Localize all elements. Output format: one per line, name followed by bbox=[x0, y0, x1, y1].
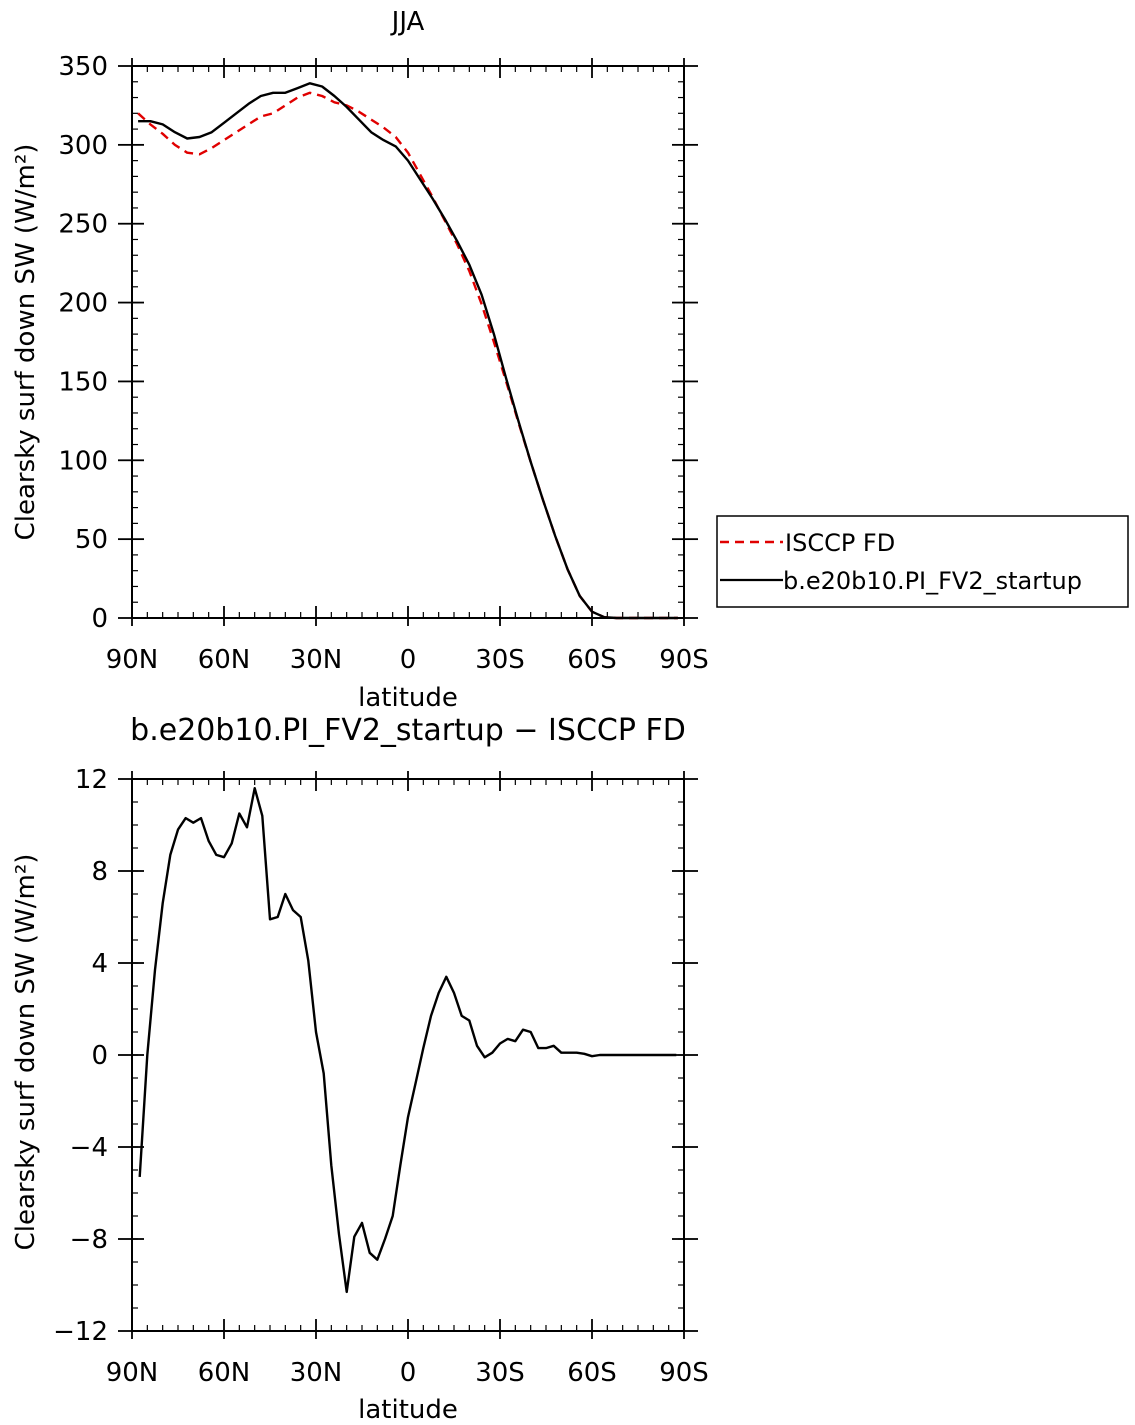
bottom-y-tick-label: −12 bbox=[53, 1317, 108, 1347]
top-chart-x-axis-label: latitude bbox=[358, 683, 458, 713]
bottom-x-tick-label: 0 bbox=[400, 1358, 417, 1388]
bottom-x-tick-label: 60N bbox=[198, 1358, 251, 1388]
bottom-chart-title: b.e20b10.PI_FV2_startup − ISCCP FD bbox=[130, 713, 686, 748]
bottom-chart: b.e20b10.PI_FV2_startup − ISCCP FD 90N 60… bbox=[11, 713, 709, 1425]
bottom-series-line-0 bbox=[138, 787, 677, 1294]
top-x-tick-label: 60N bbox=[198, 645, 251, 675]
top-chart-y-axis-label: Clearsky surf down SW (W/m²) bbox=[11, 144, 41, 541]
top-x-tick-label: 90S bbox=[659, 645, 709, 675]
bottom-chart-plot-area: 90N 60N 30N 0 30S 60S 90S −12 −8 −4 0 4 8 12 bbox=[53, 765, 709, 1388]
top-y-tick-label: 250 bbox=[58, 210, 108, 240]
top-y-tick-label: 200 bbox=[58, 289, 108, 319]
bottom-plot-frame bbox=[131, 778, 685, 1332]
top-y-tick-label: 350 bbox=[58, 52, 108, 82]
legend-box bbox=[716, 515, 1129, 608]
top-x-tick-label: 30N bbox=[290, 645, 343, 675]
legend-label-model: b.e20b10.PI_FV2_startup bbox=[783, 567, 1082, 595]
top-y-tick-label: 0 bbox=[91, 604, 108, 634]
top-series-line-1 bbox=[138, 82, 678, 620]
bottom-x-tick-label: 90S bbox=[659, 1358, 709, 1388]
bottom-y-tick-label: 8 bbox=[91, 857, 108, 887]
top-x-tick-label: 30S bbox=[475, 645, 525, 675]
bottom-x-tick-label: 30N bbox=[290, 1358, 343, 1388]
legend-label-isccp-fd: ISCCP FD bbox=[785, 529, 895, 557]
top-y-tick-label: 100 bbox=[58, 446, 108, 476]
bottom-y-tick-label: 12 bbox=[75, 765, 108, 795]
top-plot-frame bbox=[131, 65, 685, 619]
bottom-y-tick-label: 4 bbox=[91, 949, 108, 979]
top-x-tick-label: 60S bbox=[567, 645, 617, 675]
top-chart: JJA 90N 60N 30N 0 30S 60S 90S 0 50 100 150 200 250 30… bbox=[11, 7, 1129, 713]
bottom-chart-y-axis-label: Clearsky surf down SW (W/m²) bbox=[11, 854, 41, 1251]
bottom-x-tick-label: 90N bbox=[106, 1358, 159, 1388]
bottom-y-tick-label: −8 bbox=[70, 1225, 108, 1255]
top-x-tick-label: 0 bbox=[400, 645, 417, 675]
bottom-chart-x-axis-label: latitude bbox=[358, 1395, 458, 1425]
top-chart-title: JJA bbox=[390, 7, 425, 37]
bottom-x-tick-label: 60S bbox=[567, 1358, 617, 1388]
bottom-y-tick-label: 0 bbox=[91, 1041, 108, 1071]
top-chart-plot-area: 90N 60N 30N 0 30S 60S 90S 0 50 100 150 200 250 300 350 bbox=[58, 52, 708, 675]
bottom-y-tick-label: −4 bbox=[70, 1133, 108, 1163]
top-y-tick-label: 300 bbox=[58, 131, 108, 161]
top-x-tick-label: 90N bbox=[106, 645, 159, 675]
top-chart-legend: ISCCP FD b.e20b10.PI_FV2_startup bbox=[716, 515, 1129, 608]
top-y-tick-label: 50 bbox=[75, 525, 108, 555]
bottom-x-tick-label: 30S bbox=[475, 1358, 525, 1388]
top-series-line-0 bbox=[137, 91, 678, 620]
top-y-tick-label: 150 bbox=[58, 367, 108, 397]
